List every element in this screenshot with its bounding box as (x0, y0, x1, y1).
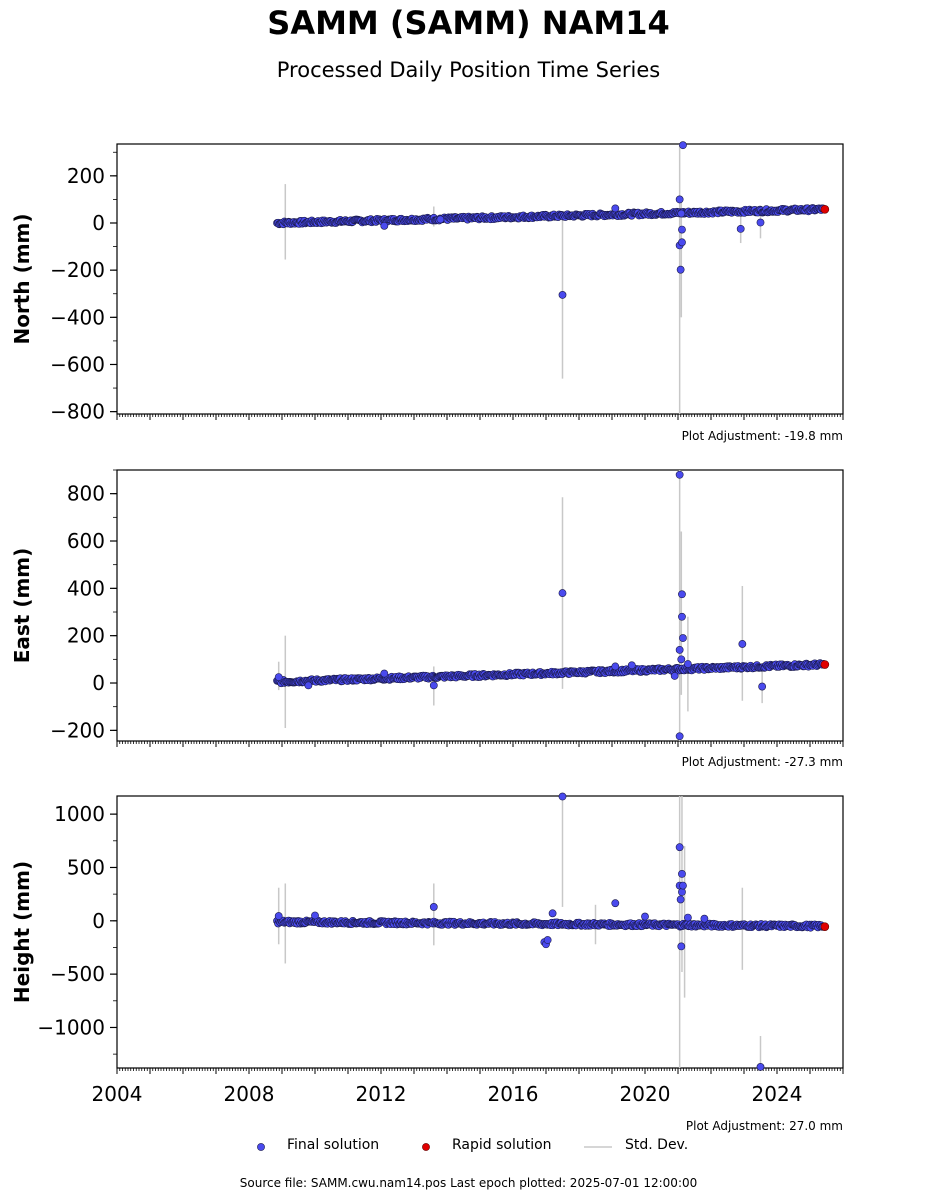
y-tick-label: 600 (67, 529, 105, 553)
x-tick-label: 2004 (92, 1082, 143, 1106)
final-solution-point (676, 895, 685, 904)
final-solution-point (684, 660, 692, 668)
final-solution-point (677, 942, 686, 951)
final-solution-point (641, 912, 649, 921)
final-solution-point (436, 215, 445, 224)
y-tick-label: −400 (50, 305, 105, 329)
final-solution-point (675, 195, 684, 204)
y-axis-label: North (mm) (10, 213, 34, 344)
final-solution-point (700, 914, 709, 923)
final-solution-point (678, 869, 686, 878)
final-solution-point (678, 225, 686, 234)
y-tick-label: 0 (92, 909, 105, 933)
legend-rapid-label: Rapid solution (452, 1137, 552, 1153)
y-tick-label: −600 (50, 352, 105, 376)
final-solution-point (274, 673, 283, 681)
final-solution-point (611, 204, 620, 213)
final-solution-point (675, 843, 684, 852)
plot-frame-0 (116, 143, 844, 415)
final-solution-point (679, 141, 687, 150)
plot-frame-2 (116, 795, 844, 1069)
legend-rapid-marker (422, 1143, 430, 1151)
y-tick-label: 1000 (54, 802, 105, 826)
final-solution-point (756, 218, 765, 227)
final-solution-point (558, 792, 567, 801)
final-solution-point (274, 912, 283, 920)
final-solution-point (380, 221, 389, 230)
final-solution-point (548, 909, 557, 918)
y-axis-label: Height (mm) (10, 861, 34, 1003)
y-tick-label: 200 (67, 164, 105, 188)
y-tick-label: 200 (67, 624, 105, 648)
y-tick-label: 0 (92, 211, 105, 235)
y-tick-label: −1000 (37, 1015, 105, 1039)
final-solution-point (684, 913, 692, 922)
y-tick-label: 0 (92, 671, 105, 695)
final-solution-point (678, 888, 686, 896)
final-solution-point (758, 682, 767, 691)
legend-final-marker (257, 1143, 265, 1151)
final-solution-point (677, 209, 686, 218)
source-file-note: Source file: SAMM.cwu.nam14.pos Last epo… (239, 1176, 698, 1190)
y-axis-label: East (mm) (10, 548, 34, 664)
final-solution-point (670, 672, 679, 680)
y-tick-label: −500 (50, 962, 105, 986)
x-tick-label: 2016 (488, 1082, 539, 1106)
x-tick-label: 2012 (356, 1082, 407, 1106)
final-solution-point (627, 661, 636, 670)
final-solution-point (738, 640, 747, 648)
legend-std-marker (584, 1146, 612, 1148)
chart-subtitle: Processed Daily Position Time Series (276, 58, 661, 82)
final-solution-point (676, 265, 685, 274)
y-tick-label: 400 (67, 576, 105, 600)
final-solution-point (678, 590, 686, 599)
final-solution-point (675, 470, 684, 479)
final-solution-point (677, 655, 686, 664)
final-solution-point (675, 732, 684, 741)
y-tick-label: −200 (50, 718, 105, 742)
final-solution-point (311, 911, 319, 920)
y-tick-label: −200 (50, 258, 105, 282)
final-solution-point (380, 669, 389, 678)
x-tick-label: 2024 (752, 1082, 803, 1106)
final-solution-point (736, 224, 745, 233)
rapid-solution-point (820, 205, 830, 214)
y-tick-label: −800 (50, 400, 105, 424)
chart-title: SAMM (SAMM) NAM14 (267, 4, 670, 42)
final-solution-point (675, 645, 684, 654)
rapid-solution-point (820, 922, 830, 931)
final-solution-point (558, 589, 567, 597)
final-solution-point (679, 881, 687, 890)
legend-final-label: Final solution (287, 1137, 380, 1153)
final-solution-point (678, 238, 686, 247)
final-solution-point (429, 681, 438, 690)
plot-adjustment-note: Plot Adjustment: -27.3 mm (682, 755, 843, 769)
final-solution-point (679, 634, 687, 642)
rapid-solution-point (820, 660, 830, 669)
plot-frame-1 (116, 469, 844, 742)
y-tick-label: 800 (67, 482, 105, 506)
final-solution-point (678, 612, 686, 621)
y-tick-label: 500 (67, 855, 105, 879)
final-solution-point (756, 1063, 765, 1071)
legend-std-label: Std. Dev. (625, 1137, 689, 1153)
final-solution-point (304, 681, 313, 690)
final-solution-point (429, 903, 438, 911)
final-solution-point (611, 899, 620, 908)
x-tick-label: 2008 (224, 1082, 275, 1106)
plot-adjustment-note: Plot Adjustment: -19.8 mm (682, 429, 843, 443)
final-solution-point (543, 936, 552, 944)
final-solution-point (558, 291, 567, 299)
x-tick-label: 2020 (620, 1082, 671, 1106)
final-solution-point (611, 662, 620, 671)
plot-adjustment-note: Plot Adjustment: 27.0 mm (686, 1119, 843, 1133)
